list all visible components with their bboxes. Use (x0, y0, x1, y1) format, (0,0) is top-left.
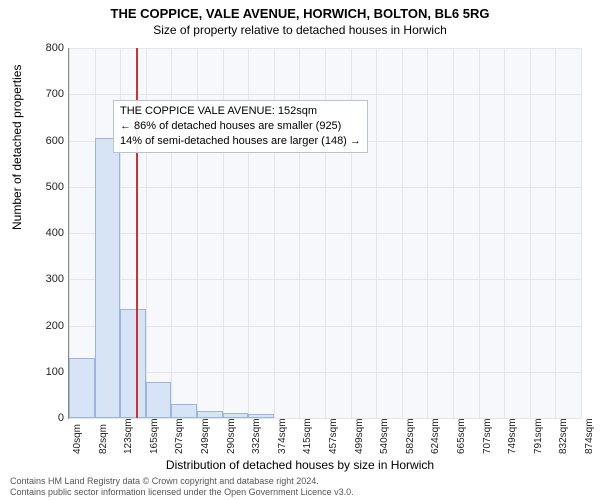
info-line: ← 86% of detached houses are smaller (92… (120, 119, 361, 134)
footer-line: Contains HM Land Registry data © Crown c… (10, 476, 354, 487)
x-tick-label: 165sqm (149, 418, 160, 454)
y-axis-title: Number of detached properties (10, 65, 24, 230)
x-tick-label: 207sqm (174, 418, 185, 454)
x-tick-label: 290sqm (226, 418, 237, 454)
y-tick-label: 400 (34, 227, 64, 239)
y-tick-label: 600 (34, 135, 64, 147)
x-tick-label: 40sqm (72, 424, 83, 454)
x-tick-label: 457sqm (328, 418, 339, 454)
y-tick-label: 500 (34, 181, 64, 193)
x-tick-label: 832sqm (558, 418, 569, 454)
x-tick-label: 332sqm (251, 418, 262, 454)
gridline-v (427, 48, 428, 418)
x-tick-label: 249sqm (200, 418, 211, 454)
x-tick-label: 791sqm (533, 418, 544, 454)
y-tick-label: 800 (34, 42, 64, 54)
gridline-v (479, 48, 480, 418)
gridline-v (530, 48, 531, 418)
gridline-v (581, 48, 582, 418)
y-tick-label: 100 (34, 366, 64, 378)
chart-subtitle: Size of property relative to detached ho… (0, 21, 600, 37)
histogram-bar (223, 413, 249, 418)
histogram-bar (95, 138, 121, 418)
footer: Contains HM Land Registry data © Crown c… (10, 476, 354, 498)
footer-line: Contains public sector information licen… (10, 487, 354, 498)
histogram-bar (146, 382, 172, 418)
y-tick-label: 200 (34, 320, 64, 332)
histogram-bar (120, 309, 146, 418)
x-tick-label: 582sqm (405, 418, 416, 454)
histogram-bar (69, 358, 95, 418)
histogram-bar (171, 404, 197, 418)
x-tick-label: 540sqm (379, 418, 390, 454)
gridline-v (453, 48, 454, 418)
gridline-v (376, 48, 377, 418)
x-tick-label: 749sqm (507, 418, 518, 454)
x-tick-label: 123sqm (123, 418, 134, 454)
plot-area: THE COPPICE VALE AVENUE: 152sqm ← 86% of… (68, 48, 581, 419)
y-tick-label: 0 (34, 412, 64, 424)
x-tick-label: 415sqm (302, 418, 313, 454)
x-tick-label: 665sqm (456, 418, 467, 454)
y-tick-label: 300 (34, 273, 64, 285)
y-tick-label: 700 (34, 88, 64, 100)
chart-title: THE COPPICE, VALE AVENUE, HORWICH, BOLTO… (0, 0, 600, 21)
gridline-v (504, 48, 505, 418)
x-tick-label: 499sqm (354, 418, 365, 454)
x-tick-label: 624sqm (430, 418, 441, 454)
histogram-bar (197, 411, 223, 418)
info-line: THE COPPICE VALE AVENUE: 152sqm (120, 104, 361, 119)
gridline-h (69, 418, 581, 419)
info-box: THE COPPICE VALE AVENUE: 152sqm ← 86% of… (113, 100, 368, 153)
chart-container: THE COPPICE, VALE AVENUE, HORWICH, BOLTO… (0, 0, 600, 500)
x-tick-label: 874sqm (584, 418, 595, 454)
gridline-v (555, 48, 556, 418)
x-tick-label: 707sqm (482, 418, 493, 454)
x-tick-label: 374sqm (277, 418, 288, 454)
gridline-v (402, 48, 403, 418)
info-line: 14% of semi-detached houses are larger (… (120, 134, 361, 149)
x-axis-title: Distribution of detached houses by size … (0, 458, 600, 472)
x-tick-label: 82sqm (98, 424, 109, 454)
